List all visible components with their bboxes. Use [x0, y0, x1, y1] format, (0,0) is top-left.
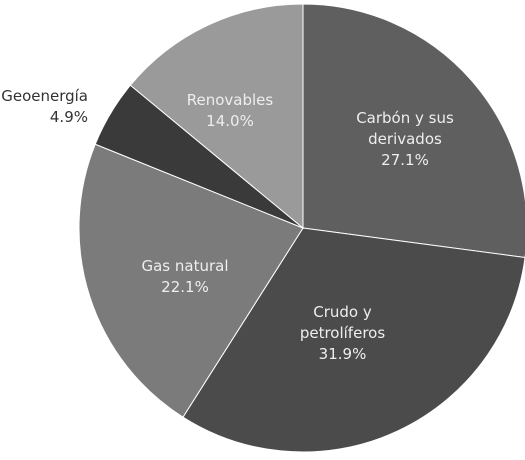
pie-slice	[302, 3, 525, 258]
slice-name: Geoenergía	[1, 87, 88, 105]
slice-value: 4.9%	[49, 108, 88, 126]
slice-name: Carbón y sus derivados	[356, 109, 454, 148]
slice-name: Crudo y petrolíferos	[299, 303, 386, 342]
slice-value: 22.1%	[161, 278, 209, 296]
slice-value: 14.0%	[206, 112, 254, 130]
slice-label: Crudo y petrolíferos 31.9%	[270, 302, 415, 365]
slice-value: 27.1%	[381, 151, 429, 169]
slice-label: Carbón y sus derivados 27.1%	[320, 108, 490, 171]
slice-value: 31.9%	[318, 345, 367, 363]
pie-slice	[78, 143, 304, 418]
slice-label: Renovables 14.0%	[165, 90, 295, 132]
pie-slice	[182, 227, 525, 453]
pie-slice	[129, 3, 304, 230]
slice-label: Geoenergía 4.9%	[1, 86, 88, 128]
slice-name: Renovables	[186, 91, 274, 109]
slice-label: Gas natural 22.1%	[110, 256, 260, 298]
slice-name: Gas natural	[141, 257, 229, 275]
